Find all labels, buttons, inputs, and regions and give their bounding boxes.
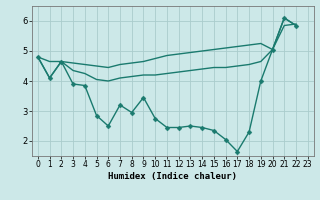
X-axis label: Humidex (Indice chaleur): Humidex (Indice chaleur)	[108, 172, 237, 181]
